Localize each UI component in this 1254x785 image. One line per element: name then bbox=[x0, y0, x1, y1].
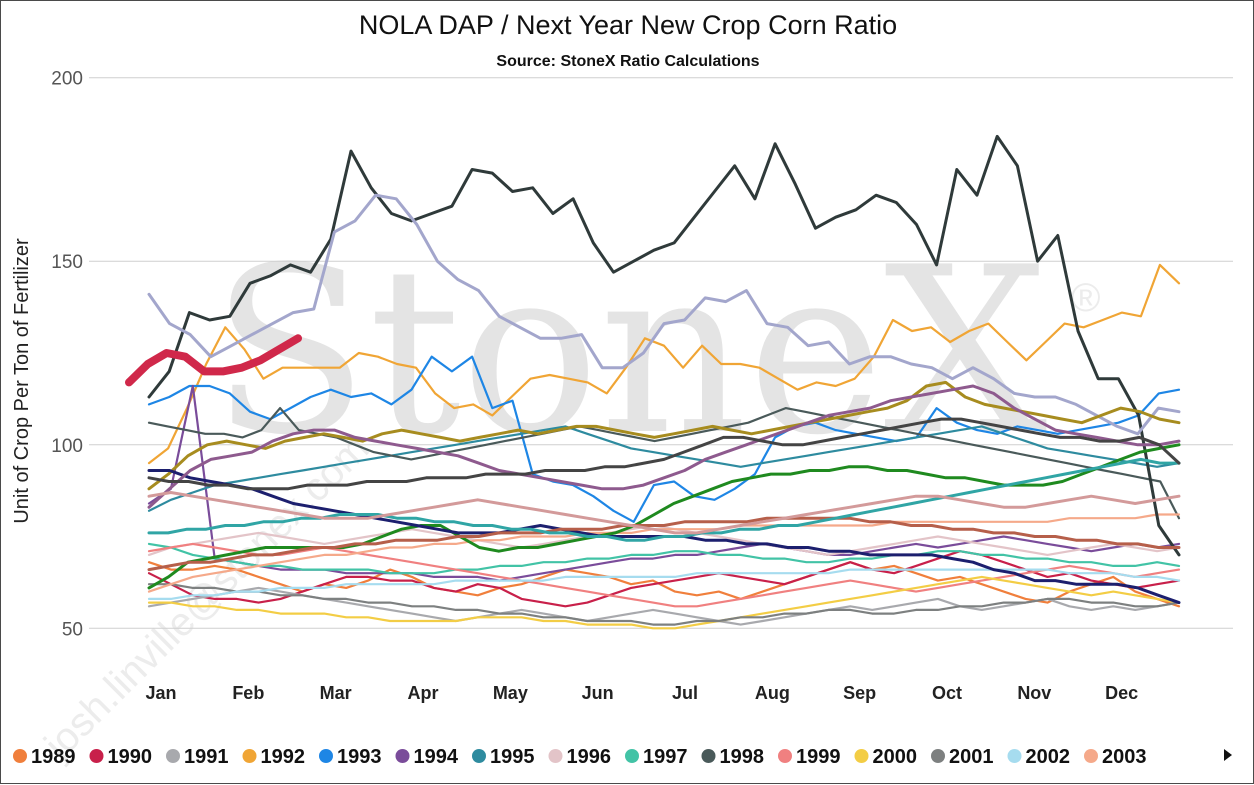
watermark-registered: ® bbox=[1071, 276, 1100, 320]
grid bbox=[89, 77, 1233, 629]
series-line[interactable] bbox=[147, 491, 1181, 535]
legend-item[interactable]: 2002 bbox=[1007, 746, 1071, 768]
legend-swatch bbox=[395, 749, 410, 763]
legend-swatch bbox=[548, 749, 563, 763]
legend-item[interactable]: 2001 bbox=[931, 746, 994, 768]
x-tick-label: Jan bbox=[145, 683, 176, 703]
series-line[interactable] bbox=[147, 513, 1181, 593]
legend-label: 1995 bbox=[490, 746, 535, 768]
legend-item[interactable]: 2000 bbox=[854, 746, 918, 768]
chart-subtitle: Source: StoneX Ratio Calculations bbox=[496, 53, 759, 70]
legend-swatch bbox=[625, 749, 639, 763]
legend-next-button[interactable] bbox=[1216, 743, 1238, 767]
legend-swatch bbox=[166, 749, 180, 763]
current-year-line[interactable] bbox=[125, 334, 302, 387]
x-tick-label: Mar bbox=[320, 683, 352, 703]
x-tick-label: May bbox=[493, 683, 528, 703]
y-tick-label: 150 bbox=[51, 252, 83, 273]
x-tick-label: Oct bbox=[932, 683, 962, 703]
series-line[interactable] bbox=[147, 417, 1181, 491]
y-tick-label: 200 bbox=[51, 69, 83, 90]
x-axis-ticks: Jan Feb Mar Apr May Jun Jul Aug Sep Oct Nov Dec bbox=[145, 683, 1138, 703]
legend-swatch bbox=[472, 749, 486, 763]
series-group bbox=[147, 134, 1181, 630]
legend-item[interactable]: 1995 bbox=[472, 746, 535, 768]
legend: 1989 1990 1991 1992 1993 1994 1995 1996 1997 1998… bbox=[13, 746, 1147, 768]
x-tick-label: Dec bbox=[1105, 683, 1138, 703]
legend-swatch bbox=[931, 749, 945, 763]
series-line[interactable] bbox=[147, 542, 1181, 575]
legend-item[interactable]: 1996 bbox=[548, 746, 612, 768]
legend-swatch bbox=[242, 749, 257, 763]
series-line[interactable] bbox=[147, 134, 1181, 557]
series-line[interactable] bbox=[147, 568, 1181, 601]
x-tick-label: Sep bbox=[843, 683, 876, 703]
x-tick-label: Jun bbox=[582, 683, 614, 703]
legend-label: 2002 bbox=[1026, 746, 1071, 768]
chevron-right-icon bbox=[1224, 749, 1232, 761]
y-axis-label: Unit of Crop Per Ton of Fertilizer bbox=[11, 238, 33, 524]
legend-item[interactable]: 1998 bbox=[701, 746, 765, 768]
legend-item[interactable]: 1993 bbox=[319, 746, 382, 768]
series-line[interactable] bbox=[147, 516, 1181, 572]
legend-label: 1997 bbox=[643, 746, 688, 768]
legend-swatch bbox=[13, 749, 27, 763]
legend-label: 1990 bbox=[108, 746, 153, 768]
legend-swatch bbox=[778, 749, 792, 763]
legend-label: 1989 bbox=[31, 746, 76, 768]
series-line[interactable] bbox=[147, 550, 1181, 608]
legend-item[interactable]: 2003 bbox=[1084, 746, 1147, 768]
legend-item[interactable]: 1997 bbox=[625, 746, 688, 768]
x-tick-label: Nov bbox=[1017, 683, 1051, 703]
series-line[interactable] bbox=[147, 193, 1181, 436]
y-tick-label: 50 bbox=[62, 619, 83, 640]
series-line[interactable] bbox=[147, 263, 1181, 465]
series-line[interactable] bbox=[147, 524, 1181, 557]
series-line[interactable] bbox=[147, 425, 1181, 512]
legend-item[interactable]: 1990 bbox=[89, 746, 153, 768]
legend-item[interactable]: 1991 bbox=[166, 746, 229, 768]
legend-swatch bbox=[89, 749, 104, 763]
legend-item[interactable]: 1999 bbox=[778, 746, 841, 768]
legend-label: 1991 bbox=[184, 746, 229, 768]
legend-label: 1998 bbox=[720, 746, 765, 768]
legend-label: 2003 bbox=[1102, 746, 1147, 768]
legend-item[interactable]: 1992 bbox=[242, 746, 306, 768]
legend-label: 1996 bbox=[567, 746, 612, 768]
series-line[interactable] bbox=[147, 575, 1181, 630]
legend-item[interactable]: 1989 bbox=[13, 746, 76, 768]
x-tick-label: Apr bbox=[408, 683, 439, 703]
legend-swatch bbox=[319, 749, 333, 763]
x-tick-label: Feb bbox=[232, 683, 264, 703]
legend-item[interactable]: 1994 bbox=[395, 746, 459, 768]
series-line[interactable] bbox=[147, 384, 1181, 509]
legend-swatch bbox=[1007, 749, 1022, 763]
series-line[interactable] bbox=[147, 583, 1181, 626]
chart-title: NOLA DAP / Next Year New Crop Corn Ratio bbox=[359, 10, 897, 40]
legend-label: 1993 bbox=[337, 746, 382, 768]
legend-swatch bbox=[1084, 749, 1098, 763]
current-year-group bbox=[125, 334, 302, 387]
series-line[interactable] bbox=[147, 586, 1181, 626]
x-tick-label: Aug bbox=[755, 683, 790, 703]
legend-swatch bbox=[701, 749, 716, 763]
legend-label: 1999 bbox=[796, 746, 841, 768]
y-axis-ticks: 50 100 150 200 bbox=[51, 69, 83, 641]
legend-label: 1994 bbox=[414, 746, 459, 768]
series-line[interactable] bbox=[147, 355, 1181, 523]
legend-label: 1992 bbox=[261, 746, 306, 768]
legend-swatch bbox=[854, 749, 869, 763]
legend-label: 2001 bbox=[949, 746, 994, 768]
y-tick-label: 100 bbox=[51, 436, 83, 457]
legend-label: 2000 bbox=[873, 746, 918, 768]
x-tick-label: Jul bbox=[672, 683, 698, 703]
series-line[interactable] bbox=[147, 380, 1181, 491]
